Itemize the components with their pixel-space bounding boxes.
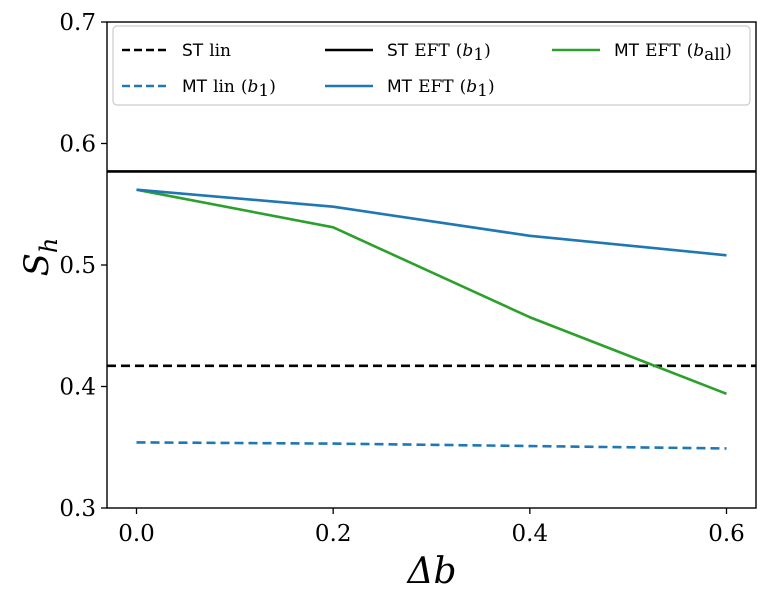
y-tick-label: 0.4	[59, 375, 96, 401]
y-axis-label: Sh	[17, 238, 63, 277]
y-tick-label: 0.6	[59, 132, 96, 158]
series-mt-eft-b1	[136, 188, 727, 257]
x-tick-label: 0.2	[315, 521, 352, 547]
series-mt-lin-b1	[136, 441, 727, 450]
series-mt-eft-ball	[136, 188, 727, 396]
y-axis: 0.3 0.4 0.5 0.6 0.7	[59, 10, 107, 522]
y-tick-label: 0.3	[59, 496, 96, 522]
x-tick-label: 0.4	[512, 521, 549, 547]
x-axis: 0.0 0.2 0.4 0.6	[118, 508, 745, 547]
y-tick-label: 0.5	[59, 253, 96, 279]
series-layer	[107, 170, 756, 450]
legend-label-st-eft-b1: ST EFT (b1)	[387, 41, 491, 65]
legend: ST lin MT lin (b1) ST EFT (b1) MT EFT (b1) MT EF…	[112, 25, 751, 106]
legend-label-mt-eft-b1: MT EFT (b1)	[387, 77, 495, 101]
x-tick-label: 0.0	[118, 521, 155, 547]
x-tick-label: 0.6	[708, 521, 745, 547]
y-tick-label: 0.7	[59, 10, 96, 36]
x-axis-label: Δb	[405, 551, 456, 592]
legend-label-mt-eft-ball: MT EFT (ball)	[614, 41, 732, 65]
legend-label-mt-lin-b1: MT lin (b1)	[182, 77, 276, 101]
legend-label-st-lin: ST lin	[182, 41, 231, 61]
legend-box	[112, 25, 751, 106]
